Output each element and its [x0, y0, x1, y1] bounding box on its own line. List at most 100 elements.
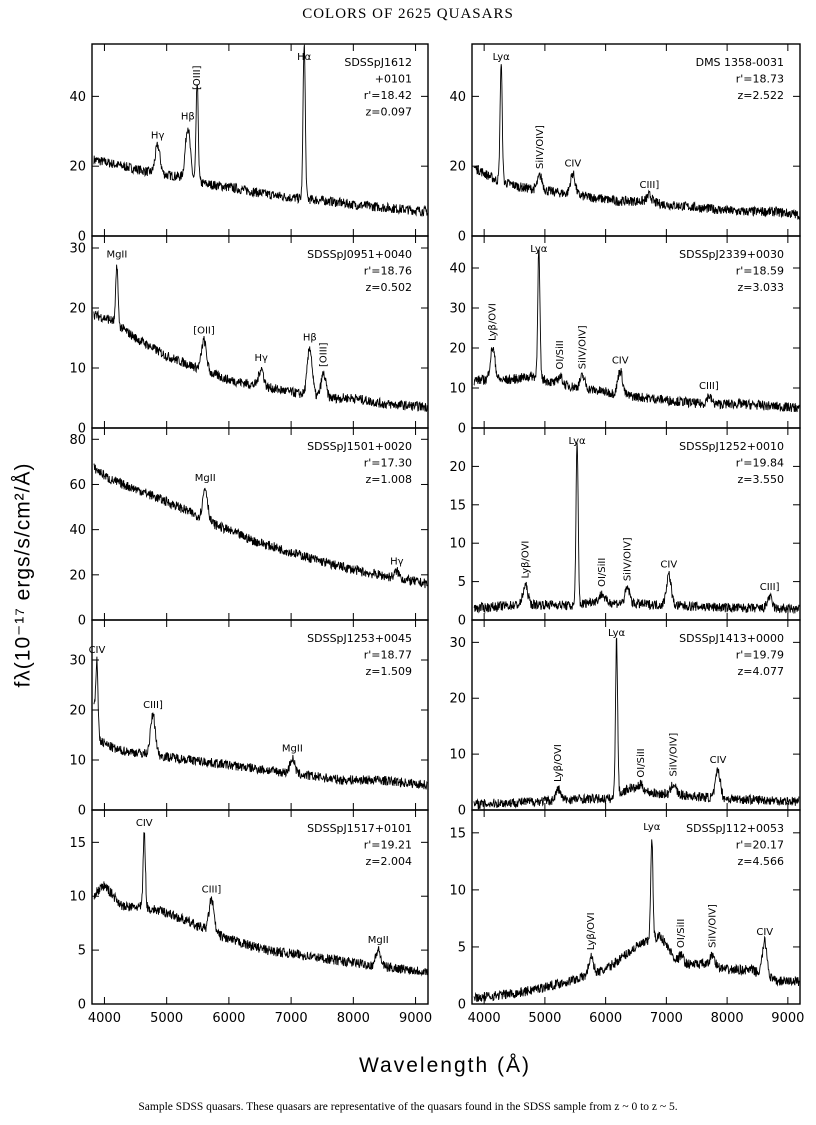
object-info-label: r'=19.79	[736, 649, 784, 662]
y-tick-label: 0	[458, 230, 466, 245]
emission-line-label: SiIV/OIV]	[622, 537, 633, 581]
object-info-label: SDSSpJ1501+0020	[307, 440, 412, 453]
y-tick-label: 30	[69, 654, 86, 669]
emission-line-label: SiIV/OIV]	[535, 125, 546, 169]
y-tick-label: 0	[78, 804, 86, 819]
y-tick-label: 40	[449, 90, 466, 105]
emission-line-label: CIV	[710, 755, 727, 766]
panel-8: 0 10 20 30 Lyβ/OVI Lyα OI/SiII SiIV/OIV] CIV SDSS…	[449, 619, 801, 819]
y-tick-label: 20	[449, 460, 466, 475]
emission-line-label: Hγ	[151, 131, 165, 142]
emission-line-label: [OIII]	[318, 342, 329, 367]
y-tick-label: 5	[458, 940, 466, 955]
y-tick-label: 40	[449, 262, 466, 277]
x-tick-label: 7000	[275, 1011, 308, 1026]
y-tick-label: 15	[449, 498, 466, 513]
emission-line-label: CIV	[564, 159, 581, 170]
emission-line-label: Lyβ/OVI	[488, 303, 499, 341]
y-tick-label: 0	[458, 998, 466, 1013]
emission-line-label: MgII	[195, 473, 216, 484]
panel-10: 0 5 10 15 4000 5000 6000 7000 8000 9000 Lyβ/OVI Lyα…	[449, 809, 804, 1026]
y-tick-label: 15	[449, 826, 466, 841]
object-info-label: SDSSpJ1252+0010	[679, 440, 784, 453]
emission-line-label: Hβ	[303, 333, 317, 344]
emission-line-label: CIV	[136, 818, 153, 829]
y-tick-label: 40	[69, 523, 86, 538]
object-info-label: r'=18.73	[736, 73, 784, 86]
y-tick-label: 60	[69, 478, 86, 493]
emission-line-label: Lyα	[530, 244, 548, 255]
x-tick-label: 5000	[150, 1011, 183, 1026]
y-tick-label: 40	[69, 90, 86, 105]
emission-line-label: Lyβ/OVI	[586, 912, 597, 950]
emission-line-label: Hα	[297, 52, 312, 63]
spectrum-line	[473, 64, 800, 220]
emission-line-label: OI/SiII	[636, 748, 647, 777]
emission-line-label: Lyα	[643, 822, 661, 833]
y-tick-label: 20	[449, 342, 466, 357]
object-info-label: r'=20.17	[736, 839, 784, 852]
x-tick-label: 4000	[468, 1011, 501, 1026]
emission-line-label: CIII]	[143, 700, 163, 711]
object-info-label: r'=19.84	[736, 457, 784, 470]
y-tick-label: 0	[78, 422, 86, 437]
emission-line-label: OI/SiII	[555, 340, 566, 369]
emission-line-label: MgII	[106, 250, 127, 261]
panel-1: 0 20 40 Hγ Hβ [OIII] Hα SDSSpJ1612 +0101 r'=18.42…	[69, 43, 429, 245]
y-tick-label: 10	[69, 890, 86, 905]
object-info-label: z=2.522	[738, 89, 784, 102]
emission-line-label: Hγ	[255, 353, 269, 364]
object-info-label: r'=18.76	[364, 265, 412, 278]
y-tick-label: 10	[449, 537, 466, 552]
y-tick-label: 0	[458, 422, 466, 437]
emission-line-label: SiIV/OIV]	[669, 733, 680, 777]
panel-6: 0 5 10 15 20 Lyβ/OVI Lyα OI/SiII SiIV/OIV] CIV CII…	[449, 427, 801, 629]
y-tick-label: 30	[449, 636, 466, 651]
spectrum-line	[93, 656, 428, 790]
y-tick-label: 15	[69, 836, 86, 851]
y-tick-label: 0	[78, 998, 86, 1013]
y-tick-label: 20	[69, 704, 86, 719]
object-info-label: z=1.509	[366, 665, 412, 678]
emission-line-label: SiIV/OIV]	[578, 325, 589, 369]
emission-line-label: SiIV/OIV]	[708, 904, 719, 948]
object-info-label: z=0.502	[366, 281, 412, 294]
x-tick-label: 9000	[771, 1011, 804, 1026]
emission-line-label: Hγ	[390, 556, 404, 567]
object-info-label: z=3.550	[738, 473, 784, 486]
spectrum-line	[473, 839, 800, 1002]
object-info-label: r'=18.59	[736, 265, 784, 278]
emission-line-label: Lyα	[493, 52, 511, 63]
object-info-label: +0101	[375, 73, 412, 86]
emission-line-label: CIII]	[202, 884, 222, 895]
emission-line-label: Lyα	[608, 628, 626, 639]
y-tick-label: 80	[69, 433, 86, 448]
x-tick-label: 5000	[528, 1011, 561, 1026]
object-info-label: z=2.004	[366, 855, 412, 868]
page-title: COLORS OF 2625 QUASARS	[302, 6, 514, 22]
emission-line-label: CIV	[612, 355, 629, 366]
object-info-label: SDSSpJ1253+0045	[307, 632, 412, 645]
y-tick-label: 20	[69, 302, 86, 317]
object-info-label: SDSSpJ2339+0030	[679, 248, 784, 261]
object-info-label: SDSSpJ1413+0000	[679, 632, 784, 645]
y-tick-label: 30	[449, 302, 466, 317]
emission-line-label: CIV	[660, 560, 677, 571]
object-info-label: r'=18.77	[364, 649, 412, 662]
object-info-label: r'=18.42	[364, 89, 412, 102]
emission-line-label: Lyβ/OVI	[520, 541, 531, 579]
y-tick-label: 5	[458, 575, 466, 590]
y-tick-label: 0	[458, 614, 466, 629]
emission-line-label: CIII]	[699, 381, 719, 392]
object-info-label: r'=17.30	[364, 457, 412, 470]
y-tick-label: 30	[69, 242, 86, 257]
y-tick-label: 10	[69, 754, 86, 769]
emission-line-label: MgII	[368, 935, 389, 946]
x-axis-label: Wavelength (Å)	[359, 1054, 531, 1077]
panel-frame	[471, 809, 801, 1005]
object-info-label: r'=19.21	[364, 839, 412, 852]
y-tick-label: 20	[449, 160, 466, 175]
y-tick-label: 20	[69, 160, 86, 175]
figure-caption: Sample SDSS quasars. These quasars are r…	[138, 1101, 678, 1113]
